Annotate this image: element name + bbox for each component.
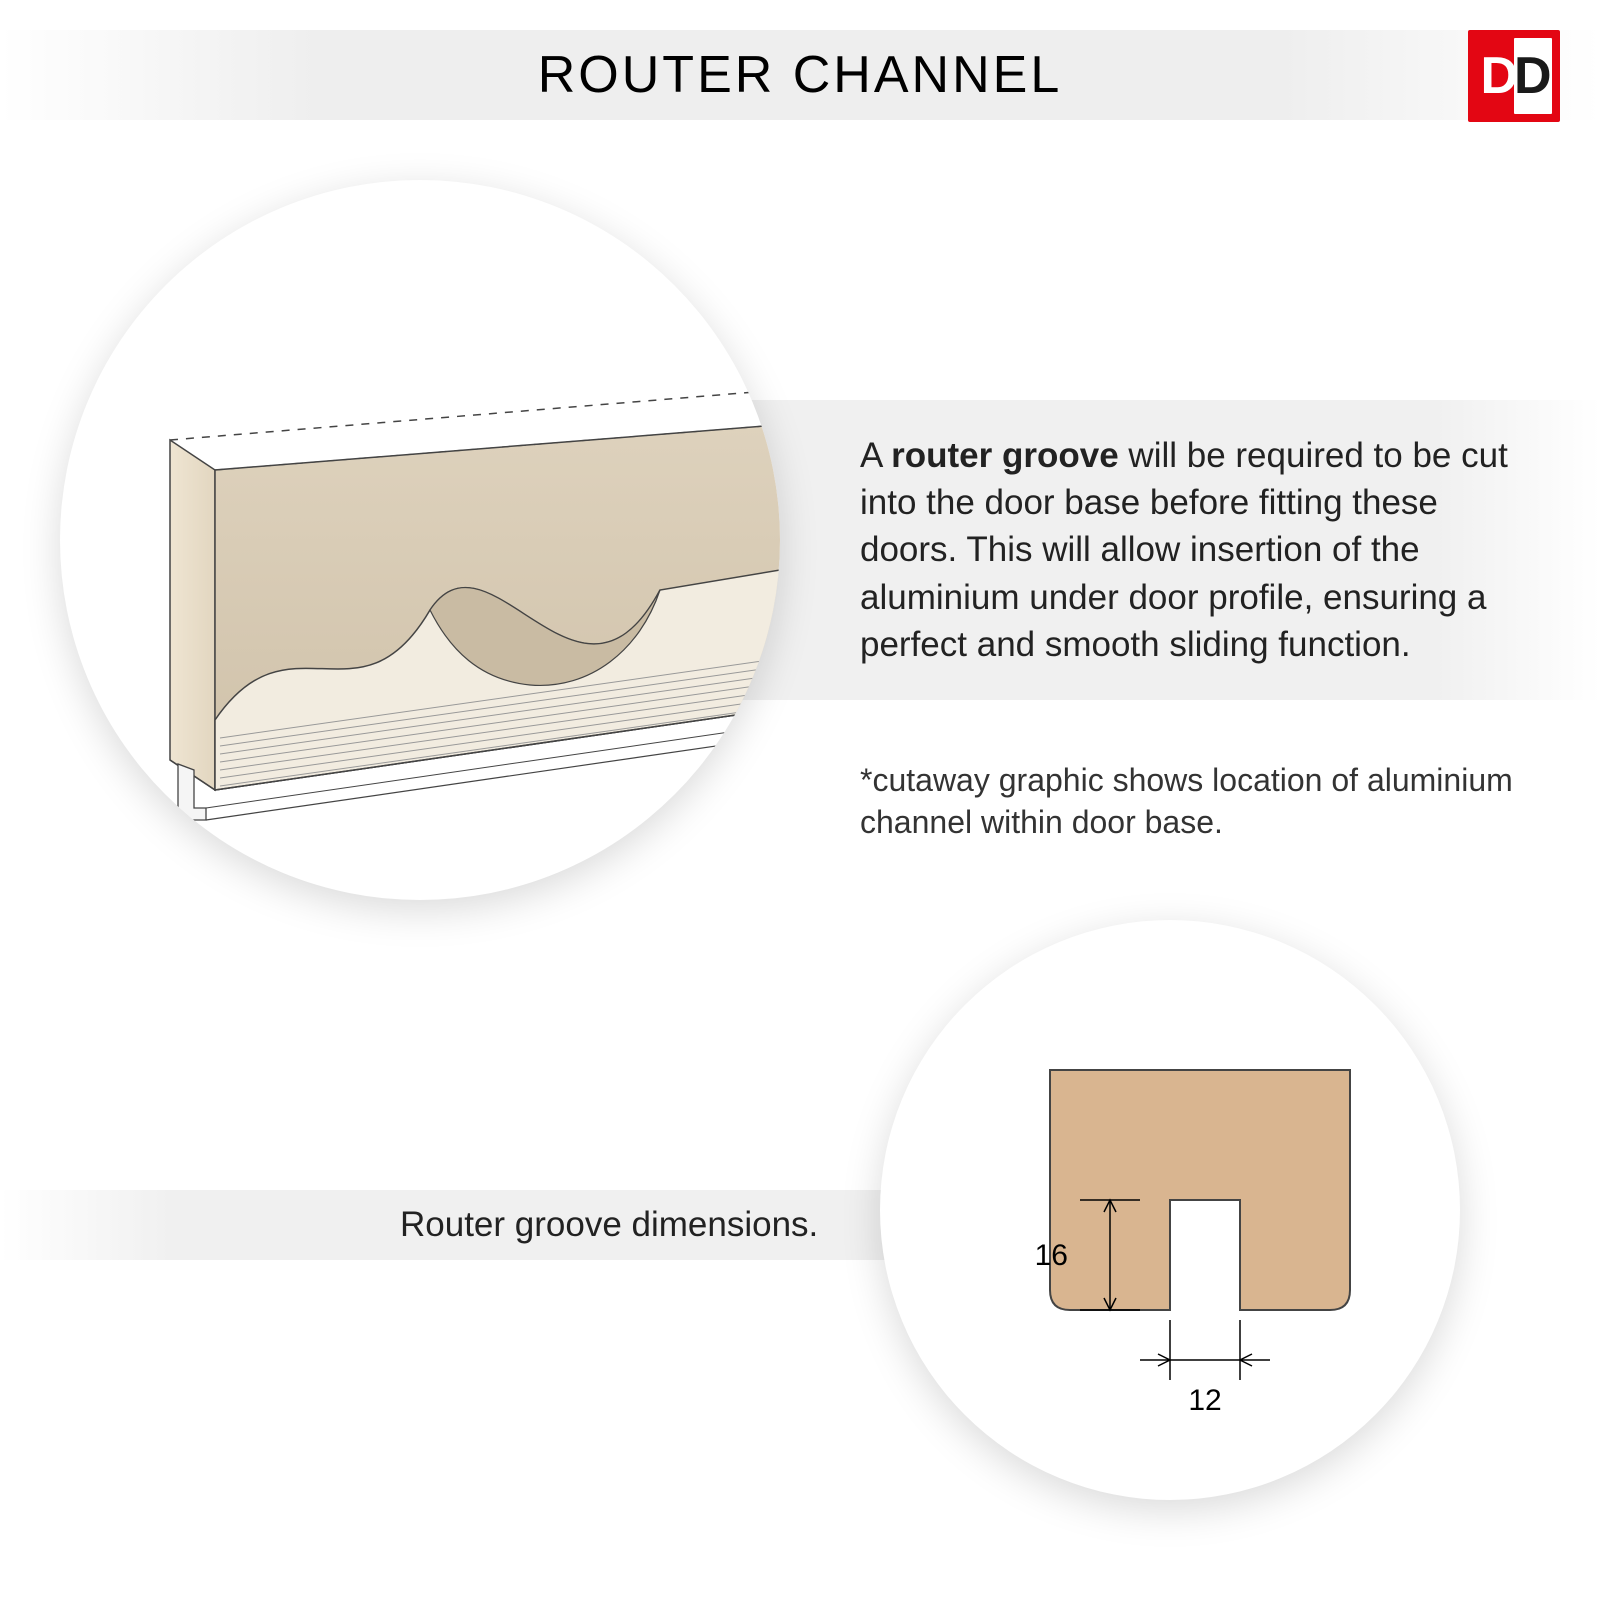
cutaway-svg — [60, 180, 780, 900]
description-text: A router groove will be required to be c… — [860, 432, 1540, 668]
header-bar: ROUTER CHANNEL — [0, 30, 1600, 120]
width-dim-label: 12 — [1188, 1384, 1221, 1417]
header-title: ROUTER CHANNEL — [538, 45, 1063, 105]
desc-bold: router groove — [891, 436, 1119, 475]
dimension-circle: 16 12 — [880, 920, 1460, 1500]
dimension-label-text: Router groove dimensions. — [400, 1205, 818, 1245]
logo-letter-2: D — [1514, 47, 1548, 105]
page-root: ROUTER CHANNEL DD A router groove will b… — [0, 0, 1600, 1600]
brand-logo: DD — [1468, 30, 1560, 122]
logo-text: DD — [1480, 46, 1547, 106]
dimension-svg: 16 12 — [880, 920, 1460, 1500]
logo-letter-1: D — [1480, 47, 1514, 105]
desc-pre: A — [860, 436, 891, 475]
cutaway-circle — [60, 180, 780, 900]
footnote-text: *cutaway graphic shows location of alumi… — [860, 760, 1560, 843]
depth-dim-label: 16 — [1035, 1239, 1068, 1272]
